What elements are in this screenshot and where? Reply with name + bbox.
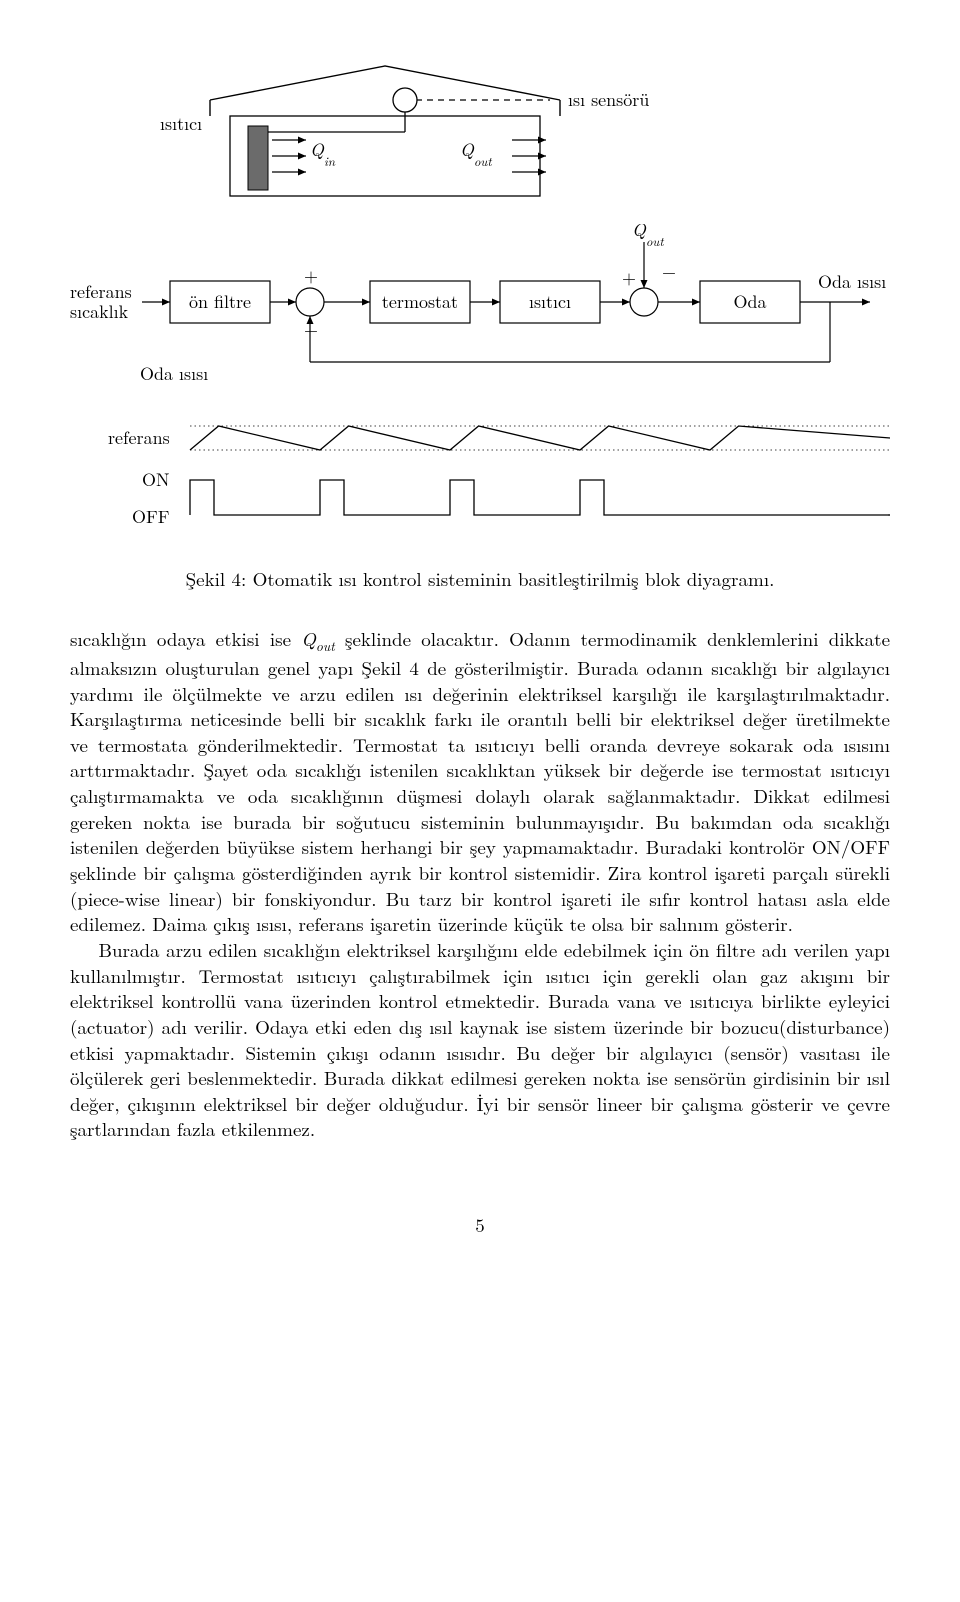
svg-text:Oda ısısı: Oda ısısı: [818, 269, 886, 294]
svg-text:ısı sensörü: ısı sensörü: [568, 87, 649, 112]
svg-text:OFF: OFF: [132, 504, 170, 529]
svg-text:termostat: termostat: [382, 289, 458, 314]
svg-text:ON: ON: [142, 467, 170, 492]
svg-text:Qin: Qin: [310, 137, 336, 170]
house-diagram: ısıtıcı Qin Qout ısı sensörü: [120, 60, 840, 210]
paragraph-1: sıcaklığın odaya etkisi ise Qout şeklind…: [70, 626, 890, 937]
svg-text:Qout: Qout: [460, 137, 492, 170]
svg-text:+: +: [304, 263, 318, 288]
timing-diagram: referansONOFFt: [70, 400, 890, 550]
paragraph-2: Burada arzu edilen sıcaklığın elektrikse…: [70, 937, 890, 1142]
svg-text:referans: referans: [108, 425, 170, 450]
svg-text:−: −: [662, 259, 676, 284]
svg-text:Oda ısısı: Oda ısısı: [140, 361, 208, 386]
sum-2: [630, 288, 658, 316]
sum-1: [296, 288, 324, 316]
page-number: 5: [70, 1212, 890, 1238]
svg-text:ön filtre: ön filtre: [189, 289, 251, 314]
svg-text:+: +: [622, 265, 636, 290]
svg-text:sıcaklık: sıcaklık: [70, 299, 129, 324]
figure-caption: Şekil 4: Otomatik ısı kontrol sisteminin…: [70, 566, 890, 592]
svg-text:Oda: Oda: [733, 289, 766, 314]
svg-text:Qout: Qout: [632, 224, 664, 250]
svg-text:ısıtıcı: ısıtıcı: [529, 289, 571, 314]
svg-text:ısıtıcı: ısıtıcı: [160, 111, 202, 136]
block-diagram: referanssıcaklıkön filtre+−termostatısıt…: [70, 224, 890, 394]
caption-text: Otomatik ısı kontrol sisteminin basitleş…: [253, 565, 775, 592]
caption-prefix: Şekil 4:: [186, 565, 253, 592]
